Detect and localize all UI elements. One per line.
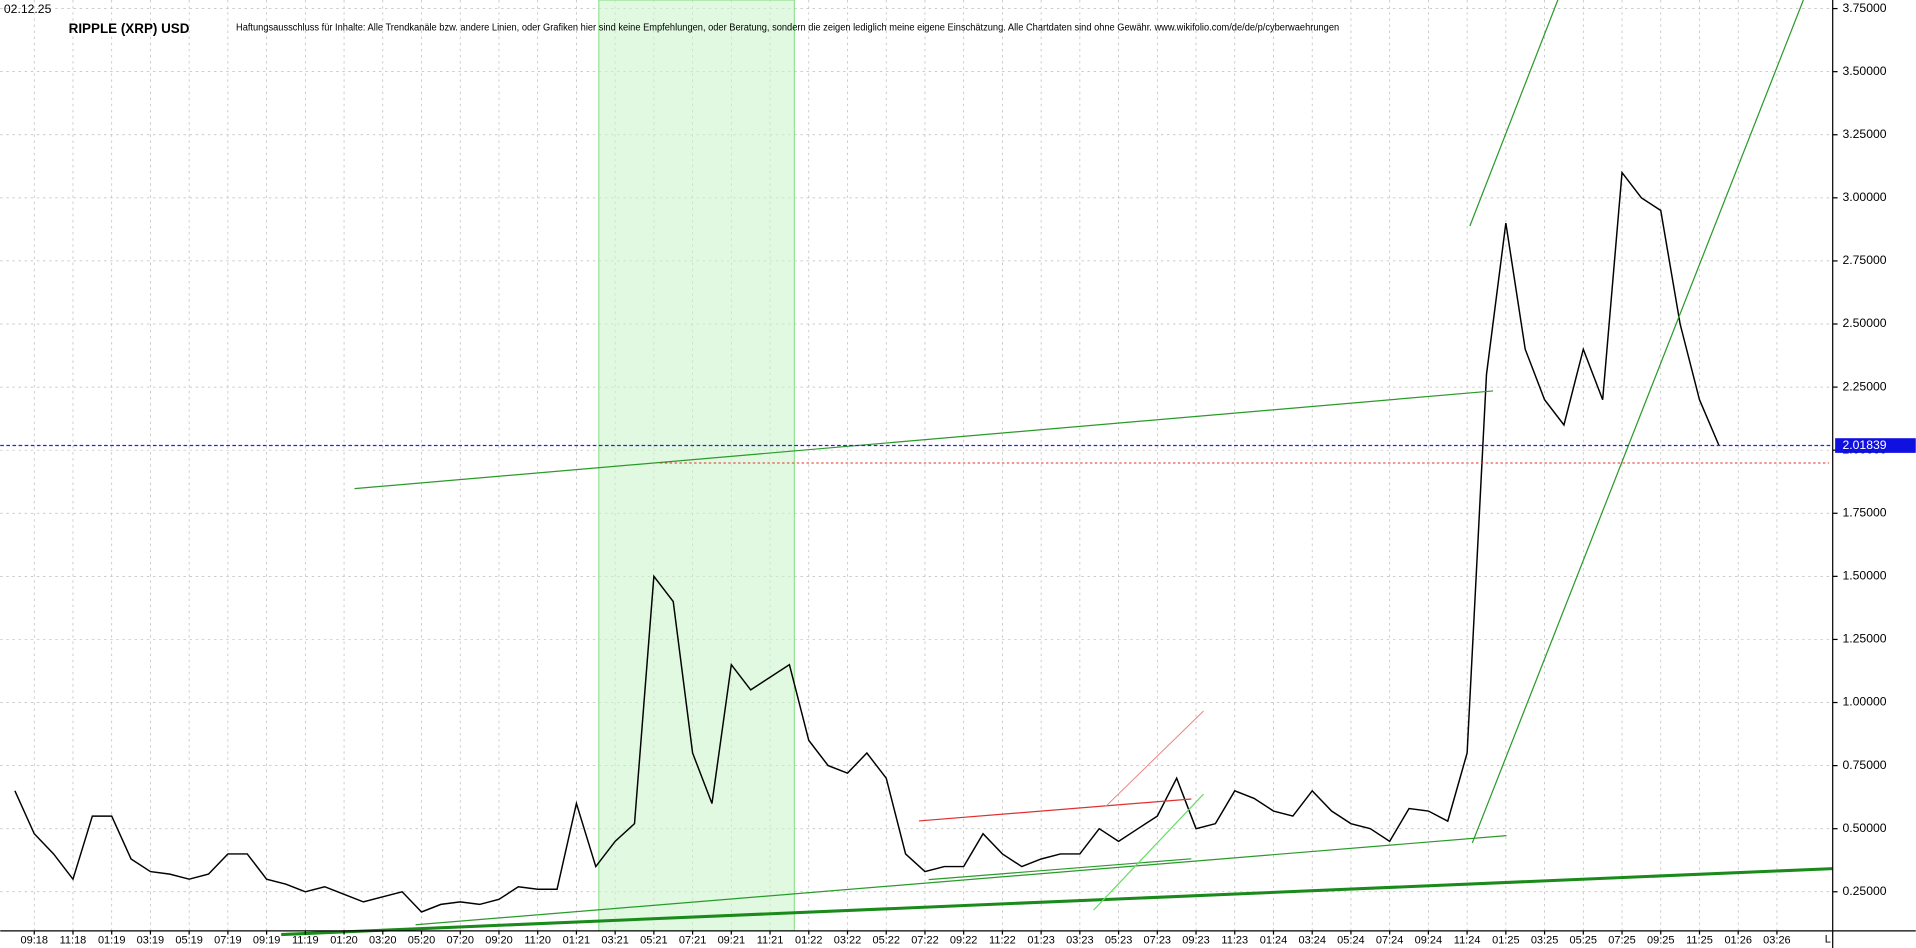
y-tick-label: 1.00000 — [1842, 695, 1886, 709]
x-tick-label: 09:19 — [253, 935, 280, 947]
trend-lines — [281, 0, 1833, 937]
x-tick-label: 01:26 — [1724, 935, 1751, 947]
x-tick-label: 05:24 — [1337, 935, 1365, 947]
x-tick-label: 09:23 — [1182, 935, 1210, 947]
y-tick-label: 2.50000 — [1842, 316, 1886, 330]
chart-title: RIPPLE (XRP) USD — [69, 21, 190, 36]
x-tick-label: 11:23 — [1221, 935, 1248, 947]
x-tick-label: 01:23 — [1027, 935, 1055, 947]
y-tick-label: 3.75000 — [1842, 1, 1886, 15]
x-tick-label: 03:19 — [137, 935, 165, 947]
y-tick-label: 3.25000 — [1842, 127, 1886, 141]
x-tick-label: 05:19 — [175, 935, 203, 947]
trend-line — [918, 798, 1192, 822]
x-tick-label: 07:22 — [911, 935, 939, 947]
x-tick-label: 07:23 — [1144, 935, 1172, 947]
corner-label: L — [1825, 933, 1831, 945]
x-tick-label: 05:22 — [872, 935, 900, 947]
price-line — [14, 170, 1720, 913]
x-tick-label: 03:26 — [1763, 935, 1790, 947]
x-tick-label: 11:22 — [989, 935, 1016, 947]
trend-line — [1093, 793, 1204, 911]
x-tick-label: 07:21 — [679, 935, 707, 947]
y-tick-label: 0.75000 — [1842, 758, 1886, 772]
x-tick-label: 01:25 — [1492, 935, 1520, 947]
current-price-box — [1835, 438, 1916, 453]
y-tick-label: 0.50000 — [1842, 821, 1886, 835]
x-tick-label: 03:22 — [834, 935, 862, 947]
x-tick-label: 03:21 — [601, 935, 629, 947]
trend-line — [928, 858, 1192, 881]
y-tick-label: 1.25000 — [1842, 632, 1886, 646]
x-tick-label: 11:21 — [757, 935, 784, 947]
y-tick-label: 1.75000 — [1842, 505, 1886, 519]
trend-line — [1105, 710, 1204, 807]
x-tick-label: 11:18 — [60, 935, 87, 947]
plot — [14, 170, 1720, 913]
x-tick-label: 09:18 — [20, 935, 48, 947]
x-tick-label: 03:23 — [1066, 935, 1094, 947]
x-tick-label: 03:25 — [1531, 935, 1558, 947]
x-tick-label: 05:23 — [1105, 935, 1133, 947]
x-tick-label: 05:25 — [1570, 935, 1597, 947]
y-tick-label: 0.25000 — [1842, 884, 1886, 898]
trend-line — [354, 390, 1494, 490]
y-tick-label: 3.50000 — [1842, 64, 1886, 78]
x-tick-label: 11:25 — [1686, 935, 1713, 947]
x-tick-label: 05:20 — [408, 935, 436, 947]
x-tick-label: 01:24 — [1260, 935, 1288, 947]
x-tick-label: 07:25 — [1608, 935, 1635, 947]
x-tick-label: 01:21 — [563, 935, 591, 947]
trend-line — [281, 867, 1833, 937]
current-price-label: 2.01839 — [1842, 438, 1886, 452]
y-tick-label: 3.00000 — [1842, 190, 1886, 204]
x-tick-label: 01:19 — [98, 935, 125, 947]
y-tick-label: 1.50000 — [1842, 569, 1886, 583]
y-tick-label: 2.25000 — [1842, 379, 1886, 393]
trend-line — [1469, 0, 1559, 227]
x-tick-label: 07:20 — [446, 935, 474, 947]
x-tick-label: 09:21 — [718, 935, 746, 947]
x-tick-label: 09:24 — [1415, 935, 1442, 947]
x-tick-label: 01:20 — [330, 935, 358, 947]
x-tick-label: 07:19 — [214, 935, 241, 947]
x-tick-label: 03:20 — [369, 935, 397, 947]
disclaimer: Haftungsausschluss für Inhalte: Alle Tre… — [236, 23, 1339, 34]
x-tick-label: 11:20 — [524, 935, 551, 947]
x-tick-label: 09:25 — [1647, 935, 1674, 947]
x-tick-label: 11:24 — [1454, 935, 1481, 947]
trend-line — [415, 834, 1507, 926]
x-tick-label: 05:21 — [640, 935, 668, 947]
y-tick-label: 2.75000 — [1842, 253, 1886, 267]
x-tick-label: 09:20 — [485, 935, 513, 947]
x-tick-label: 07:24 — [1376, 935, 1404, 947]
x-tick-label: 11:19 — [292, 935, 319, 947]
x-tick-label: 03:24 — [1298, 935, 1325, 947]
x-tick-label: 01:22 — [795, 935, 823, 947]
trend-line — [1471, 0, 1804, 844]
date: 02.12.25 — [4, 2, 52, 16]
x-tick-label: 09:22 — [950, 935, 978, 947]
